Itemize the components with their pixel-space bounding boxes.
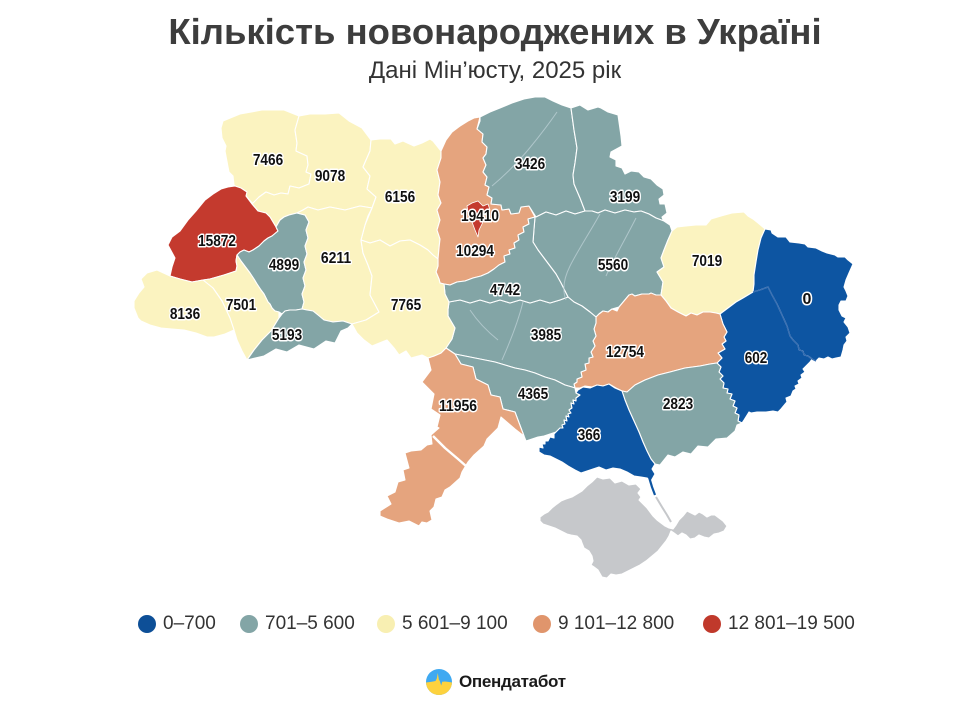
svg-text:12754: 12754 <box>606 344 644 361</box>
svg-text:5193: 5193 <box>272 327 302 344</box>
svg-text:7501: 7501 <box>226 297 256 314</box>
svg-text:19410: 19410 <box>461 208 499 225</box>
svg-text:11956: 11956 <box>439 398 477 415</box>
svg-text:8136: 8136 <box>170 306 200 323</box>
svg-text:2823: 2823 <box>663 396 693 413</box>
svg-text:4742: 4742 <box>490 282 520 299</box>
svg-text:5560: 5560 <box>598 257 628 274</box>
svg-text:7019: 7019 <box>692 253 722 270</box>
svg-text:4365: 4365 <box>518 386 548 403</box>
svg-text:9078: 9078 <box>315 168 345 185</box>
svg-text:602: 602 <box>745 350 768 367</box>
svg-text:10294: 10294 <box>456 243 494 260</box>
svg-text:3426: 3426 <box>515 156 545 173</box>
svg-text:7466: 7466 <box>253 152 283 169</box>
svg-text:3199: 3199 <box>610 189 640 206</box>
svg-text:6156: 6156 <box>385 189 415 206</box>
svg-text:7765: 7765 <box>391 297 421 314</box>
svg-text:366: 366 <box>578 427 601 444</box>
svg-text:6211: 6211 <box>321 250 351 267</box>
svg-text:4899: 4899 <box>269 257 299 274</box>
svg-text:15872: 15872 <box>198 233 236 250</box>
svg-text:0: 0 <box>803 291 812 308</box>
svg-text:3985: 3985 <box>531 327 561 344</box>
